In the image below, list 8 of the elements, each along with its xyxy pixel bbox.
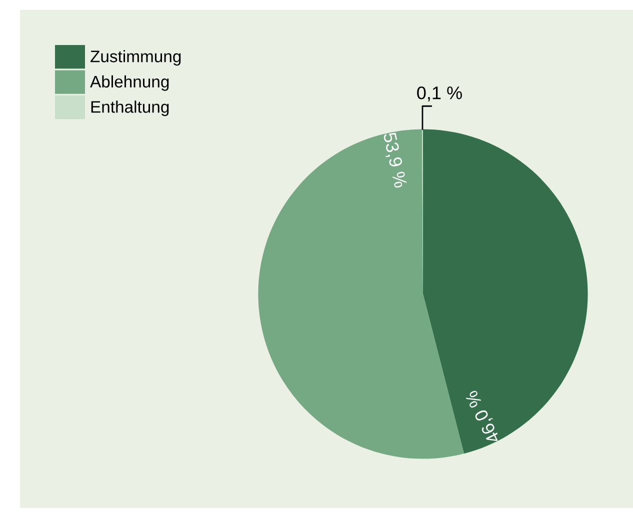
data-label: 0,1 %	[417, 86, 462, 102]
legend-label: Enthaltung	[91, 100, 169, 116]
pie-slice	[423, 129, 588, 454]
legend-label: Zustimmung	[90, 50, 181, 66]
data-label: 53,9 %	[381, 132, 408, 189]
pie-slice	[258, 129, 464, 459]
data-label: 46,0 %	[464, 388, 502, 445]
legend-label: Ablehnung	[90, 75, 169, 91]
